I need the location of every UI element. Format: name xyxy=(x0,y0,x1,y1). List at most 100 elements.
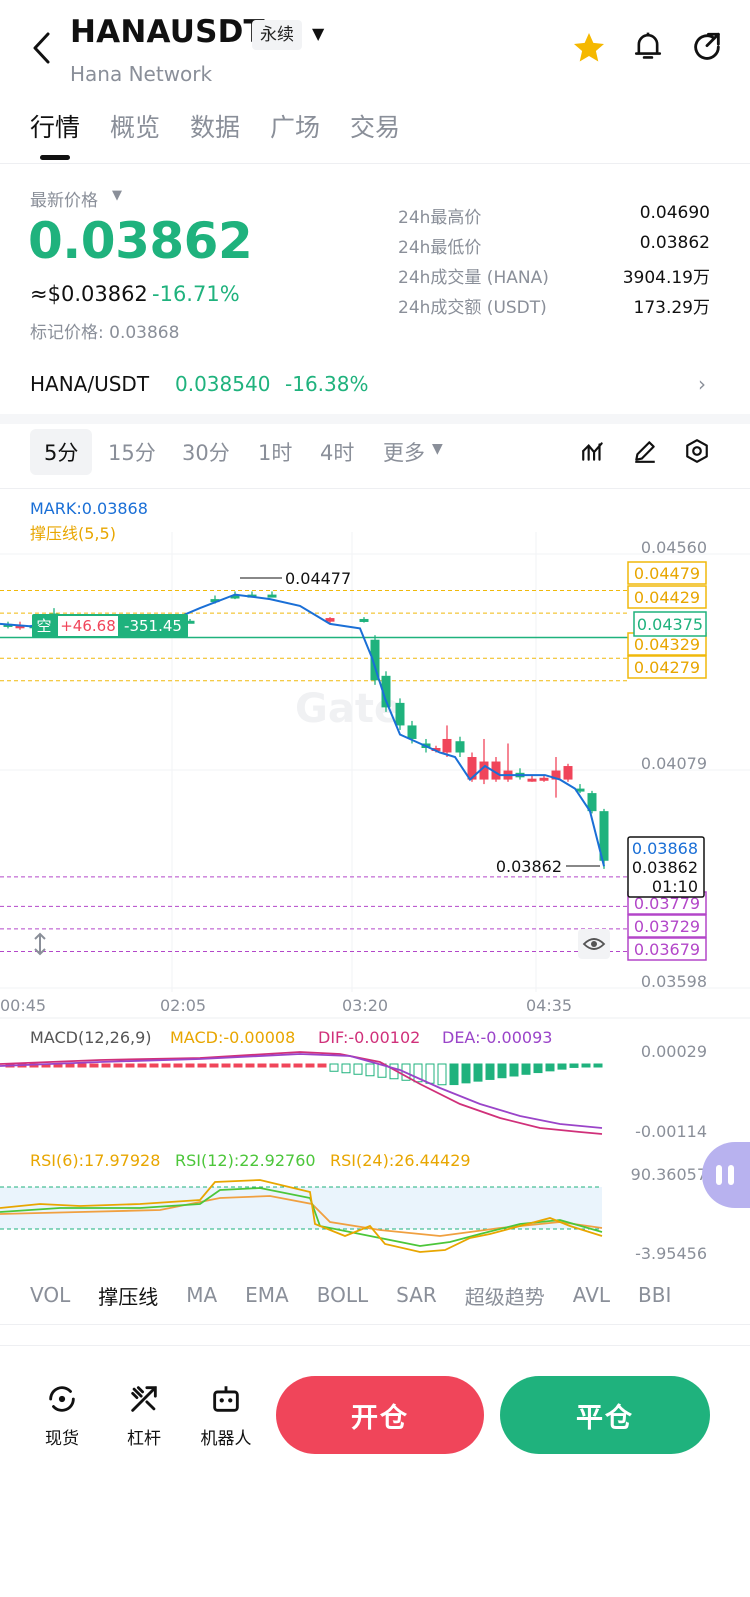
macd-y-axis-label: 0.00029 xyxy=(641,1042,707,1061)
macd-histogram-bar xyxy=(77,1063,87,1068)
candle-body xyxy=(563,766,573,780)
macd-histogram-bar xyxy=(365,1063,375,1077)
macd-histogram-bar xyxy=(125,1063,135,1068)
close-position-button[interactable]: 平仓 xyxy=(500,1376,710,1454)
tab-overview[interactable]: 概览 xyxy=(110,113,161,142)
macd-value: MACD:-0.00008 xyxy=(170,1028,295,1047)
interval-4h[interactable]: 4时 xyxy=(320,441,355,465)
symbol-title[interactable]: HANAUSDT xyxy=(70,14,265,50)
spot-pair-name[interactable]: HANA/USDT xyxy=(30,372,150,396)
indicator-settings-icon[interactable] xyxy=(580,438,606,468)
robot-icon[interactable] xyxy=(196,1382,256,1420)
tab-market[interactable]: 行情 xyxy=(30,113,81,142)
open-position-button[interactable]: 开仓 xyxy=(276,1376,484,1454)
macd-dea-line xyxy=(0,1053,603,1129)
tab-data[interactable]: 数据 xyxy=(190,113,241,142)
macd-histogram-bar xyxy=(533,1063,543,1074)
svg-text:0.04429: 0.04429 xyxy=(634,588,700,607)
macd-histogram-bar xyxy=(245,1063,255,1068)
macd-histogram-bar xyxy=(449,1063,459,1086)
tab-trade[interactable]: 交易 xyxy=(350,113,401,142)
price-type-dropdown-icon[interactable]: ▼ xyxy=(112,188,122,203)
symbol-dropdown-icon[interactable]: ▼ xyxy=(312,24,325,43)
svg-text:0.03679: 0.03679 xyxy=(634,940,700,959)
stat-high-value: 0.04690 xyxy=(639,203,710,223)
candle-body xyxy=(491,761,501,780)
svg-text:0.03868: 0.03868 xyxy=(632,839,698,858)
svg-text:空: 空 xyxy=(36,617,51,635)
rsi12-value: RSI(12):22.92760 xyxy=(175,1151,316,1170)
indicator-sar[interactable]: SAR xyxy=(396,1283,437,1307)
spot-label[interactable]: 现货 xyxy=(45,1429,79,1449)
svg-text:-351.45: -351.45 xyxy=(124,617,182,635)
macd-histogram-bar xyxy=(509,1063,519,1077)
chart-settings-icon[interactable] xyxy=(684,438,710,468)
stat-volume-value: 3904.19万 xyxy=(622,268,710,288)
indicator-avl[interactable]: AVL xyxy=(572,1283,611,1307)
rsi6-line xyxy=(0,1179,603,1253)
divider xyxy=(0,1345,750,1346)
candle-body xyxy=(381,675,391,708)
interval-15m[interactable]: 15分 xyxy=(108,441,156,465)
chevron-right-icon[interactable]: › xyxy=(698,372,706,396)
macd-histogram-bar xyxy=(101,1063,111,1068)
expand-vertical-icon[interactable] xyxy=(34,932,46,956)
stat-low-label: 24h最低价 xyxy=(398,238,482,258)
macd-histogram-bar xyxy=(353,1063,363,1075)
macd-histogram-bar xyxy=(173,1063,183,1068)
current-price-box: 0.03868 0.03862 01:10 xyxy=(627,836,705,898)
macd-histogram-bar xyxy=(437,1063,447,1086)
favorite-star-icon[interactable] xyxy=(571,30,607,70)
candle-body xyxy=(479,761,489,780)
svg-text:0.03862: 0.03862 xyxy=(632,858,698,877)
indicator-supertrend[interactable]: 超级趋势 xyxy=(464,1284,545,1309)
rsi12-line xyxy=(0,1187,603,1247)
leverage-label[interactable]: 杠杆 xyxy=(127,1429,161,1449)
candle-body xyxy=(442,738,452,753)
share-icon[interactable] xyxy=(690,30,724,68)
candle-body xyxy=(467,757,477,780)
macd-histogram-bar xyxy=(161,1063,171,1068)
pause-icon xyxy=(716,1165,734,1185)
macd-histogram-bar xyxy=(317,1063,327,1068)
svg-text:0.03779: 0.03779 xyxy=(634,894,700,913)
usd-price: ≈$0.03862 xyxy=(30,282,148,306)
candle-body xyxy=(539,777,549,781)
svg-text:+46.68: +46.68 xyxy=(60,617,116,635)
interval-30m[interactable]: 30分 xyxy=(182,441,230,465)
indicator-boll[interactable]: BOLL xyxy=(316,1283,369,1307)
interval-5m[interactable]: 5分 xyxy=(30,429,93,475)
bell-icon[interactable] xyxy=(632,30,664,68)
indicator-ma[interactable]: MA xyxy=(186,1283,218,1307)
leverage-icon[interactable] xyxy=(114,1382,174,1420)
tab-square[interactable]: 广场 xyxy=(270,113,321,142)
divider xyxy=(0,1324,750,1325)
draw-pencil-icon[interactable] xyxy=(632,438,658,468)
indicator-bbi[interactable]: BBI xyxy=(638,1283,672,1307)
x-axis-label: 04:35 xyxy=(526,996,572,1015)
interval-more-caret-icon[interactable]: ▼ xyxy=(432,441,443,457)
back-button[interactable] xyxy=(28,30,58,66)
robot-label[interactable]: 机器人 xyxy=(200,1429,252,1449)
candle-body xyxy=(325,618,335,622)
position-price-label: 0.04375 xyxy=(633,611,707,637)
indicator-support-resistance[interactable]: 撑压线 xyxy=(98,1284,159,1309)
interval-1h[interactable]: 1时 xyxy=(258,441,293,465)
indicator-vol[interactable]: VOL xyxy=(30,1283,71,1307)
position-tag[interactable]: 空 +46.68 -351.45 xyxy=(32,614,188,638)
macd-histogram-bar xyxy=(89,1063,99,1068)
candlestick-chart[interactable]: Gate MARK:0.03868 撑压线(5,5) 0.04560 0.040… xyxy=(0,492,750,1272)
floating-assistant-button[interactable] xyxy=(702,1142,750,1208)
svg-text:0.04375: 0.04375 xyxy=(637,615,703,634)
candle-body xyxy=(359,618,369,622)
macd-dea: DEA:-0.00093 xyxy=(442,1028,552,1047)
eye-icon[interactable] xyxy=(578,929,610,959)
macd-histogram-bar xyxy=(521,1063,531,1075)
stat-volume-label: 24h成交量 (HANA) xyxy=(398,268,549,288)
last-price-label[interactable]: 最新价格 xyxy=(30,191,98,211)
macd-histogram-bar xyxy=(185,1063,195,1068)
spot-icon[interactable] xyxy=(32,1382,92,1420)
interval-more[interactable]: 更多 xyxy=(383,441,425,465)
active-tab-indicator xyxy=(40,155,70,160)
indicator-ema[interactable]: EMA xyxy=(245,1283,289,1307)
